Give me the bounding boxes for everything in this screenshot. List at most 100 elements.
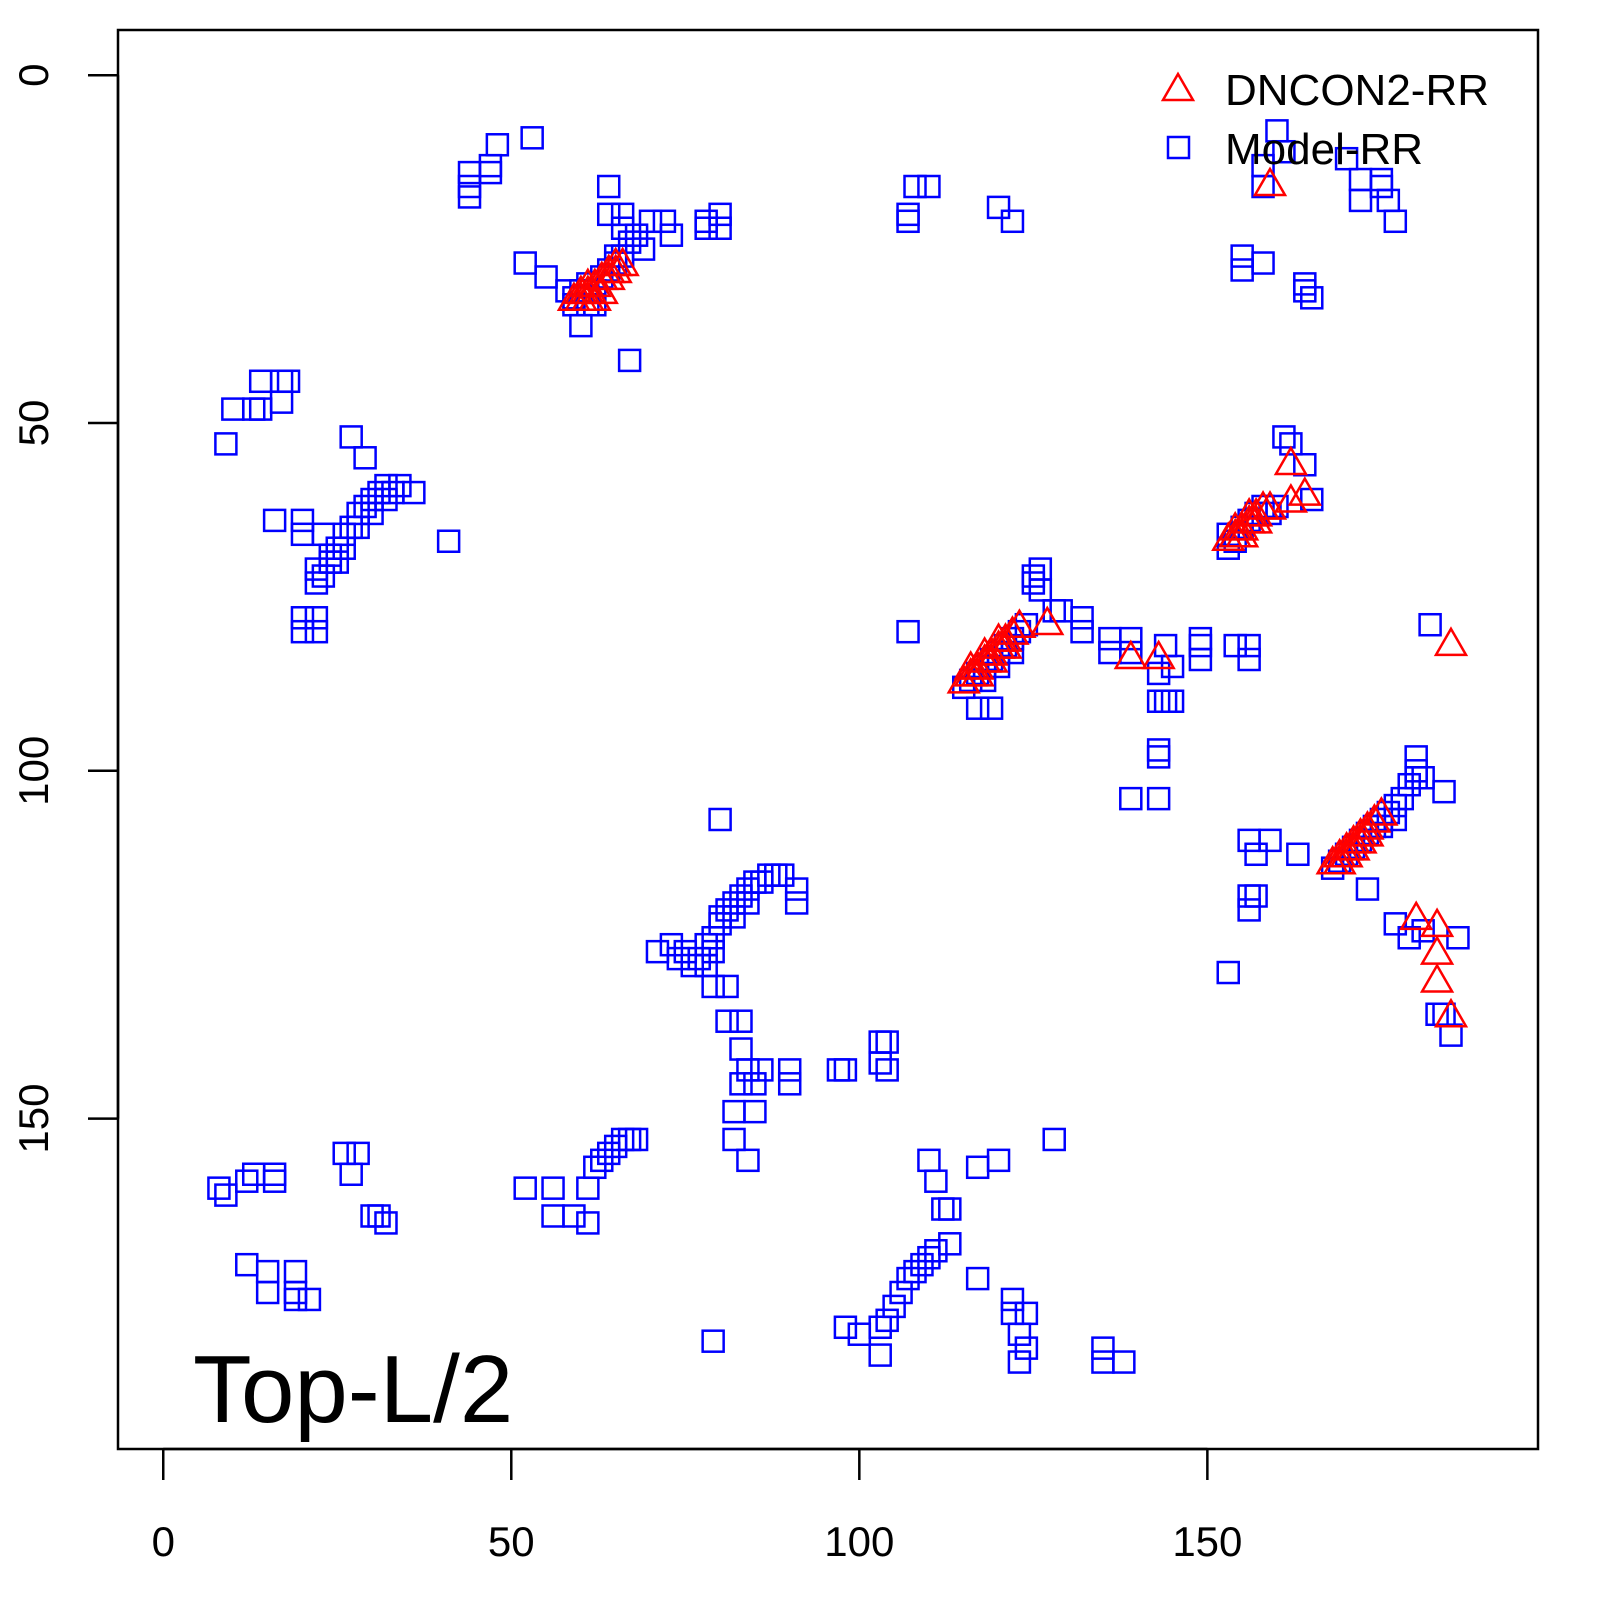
model-rr-point [590, 1148, 614, 1173]
dncon2-rr-point [1399, 900, 1434, 931]
model-rr-point [868, 1343, 892, 1367]
model-rr-point [1411, 919, 1435, 943]
chart-annotation: Top-L/2 [193, 1336, 513, 1443]
model-rr-point [367, 480, 391, 505]
model-rr-point [346, 1141, 370, 1166]
model-rr-point [235, 1252, 259, 1277]
model-rr-point [784, 891, 809, 915]
model-rr-point [868, 1051, 892, 1075]
model-rr-point [1404, 766, 1428, 790]
model-rr-point [1112, 1350, 1136, 1374]
model-rr-point [1216, 536, 1240, 560]
model-rr-point [1293, 452, 1317, 477]
model-rr-point [1279, 432, 1303, 456]
model-rr-point [1188, 626, 1213, 651]
model-rr-point [1369, 174, 1394, 199]
model-rr-point [715, 898, 739, 922]
dncon2-rr-point [1433, 997, 1469, 1028]
model-rr-point [903, 1259, 927, 1284]
model-rr-point [1383, 912, 1408, 936]
plot-frame [116, 28, 1540, 1451]
model-rr-point [1098, 640, 1122, 665]
model-rr-point [777, 1058, 802, 1082]
model-rr-point [1098, 626, 1122, 651]
model-rr-point [1383, 209, 1408, 234]
model-rr-point [715, 1009, 739, 1033]
model-rr-point [729, 1009, 753, 1033]
x-tick-label: 100 [824, 1518, 894, 1565]
model-rr-point [1216, 960, 1240, 985]
model-rr-point [965, 1266, 990, 1291]
model-rr-point [325, 550, 350, 574]
y-tick-label: 50 [10, 400, 57, 447]
model-rr-point [214, 1183, 238, 1207]
model-rr-point [764, 863, 788, 887]
model-rr-point [339, 515, 363, 540]
model-rr-point [1300, 286, 1324, 310]
model-rr-point [1146, 745, 1171, 769]
model-rr-point [478, 153, 503, 178]
model-rr-point [833, 1058, 858, 1082]
model-rr-point [743, 870, 767, 894]
model-rr-point [1188, 633, 1213, 658]
model-rr-point [986, 1148, 1011, 1173]
model-rr-point [1014, 1336, 1039, 1360]
x-tick-label: 50 [488, 1518, 535, 1565]
model-rr-point [402, 480, 426, 505]
model-rr-point [1397, 772, 1421, 797]
model-rr-point [757, 863, 781, 887]
model-rr-point [903, 174, 927, 199]
model-rr-point [283, 1280, 308, 1305]
model-rr-point [965, 1155, 990, 1180]
dncon2-rr-point [1419, 962, 1455, 993]
model-rr-point [875, 1308, 899, 1333]
dncon2-rr-point [1030, 605, 1065, 636]
dncon2-rr-point [1273, 483, 1309, 513]
model-rr-point [666, 946, 691, 971]
dncon2-rr-point [591, 260, 626, 291]
model-rr-point [1021, 564, 1046, 588]
model-rr-point [1348, 188, 1373, 213]
model-rr-point [1188, 647, 1213, 672]
model-rr-point [1007, 1350, 1032, 1374]
model-rr-point [596, 174, 621, 199]
model-rr-point [332, 1141, 356, 1166]
dncon2-rr-point [1002, 608, 1037, 638]
model-rr-point [1119, 786, 1143, 811]
model-rr-point [241, 1162, 266, 1186]
model-rr-point [847, 1322, 872, 1346]
model-rr-point [701, 925, 725, 950]
model-rr-point [534, 265, 558, 289]
model-rr-point [290, 508, 315, 533]
model-rr-point [938, 1197, 962, 1221]
model-rr-point [722, 891, 746, 915]
model-rr-point [1146, 738, 1171, 762]
model-rr-point [965, 696, 990, 720]
model-rr-point [1237, 633, 1261, 658]
model-rr-point [214, 432, 238, 456]
model-rr-point [1258, 828, 1282, 853]
legend: DNCON2-RR Model-RR [1160, 66, 1489, 174]
model-rr-point [478, 160, 503, 185]
model-rr-point [1425, 1002, 1449, 1027]
model-rr-point [784, 877, 809, 901]
model-rr-point [917, 174, 941, 199]
model-rr-point [576, 1211, 600, 1235]
model-rr-point [896, 1266, 920, 1291]
model-rr-point [1404, 745, 1428, 769]
model-rr-point [722, 905, 746, 929]
model-rr-point [583, 1155, 607, 1180]
model-rr-point [687, 946, 711, 971]
model-rr-point [1432, 779, 1456, 804]
model-rr-point [1237, 898, 1261, 922]
model-rr-point [1404, 759, 1428, 783]
model-rr-point [353, 494, 377, 519]
model-rr-point [631, 237, 656, 261]
model-rr-point [520, 126, 544, 150]
model-rr-point [207, 1176, 231, 1200]
model-rr-point [701, 939, 725, 964]
model-rr-point [283, 1259, 308, 1284]
model-rr-point [1119, 626, 1143, 651]
model-rr-point [624, 1127, 649, 1152]
model-rr-point [1153, 689, 1178, 713]
